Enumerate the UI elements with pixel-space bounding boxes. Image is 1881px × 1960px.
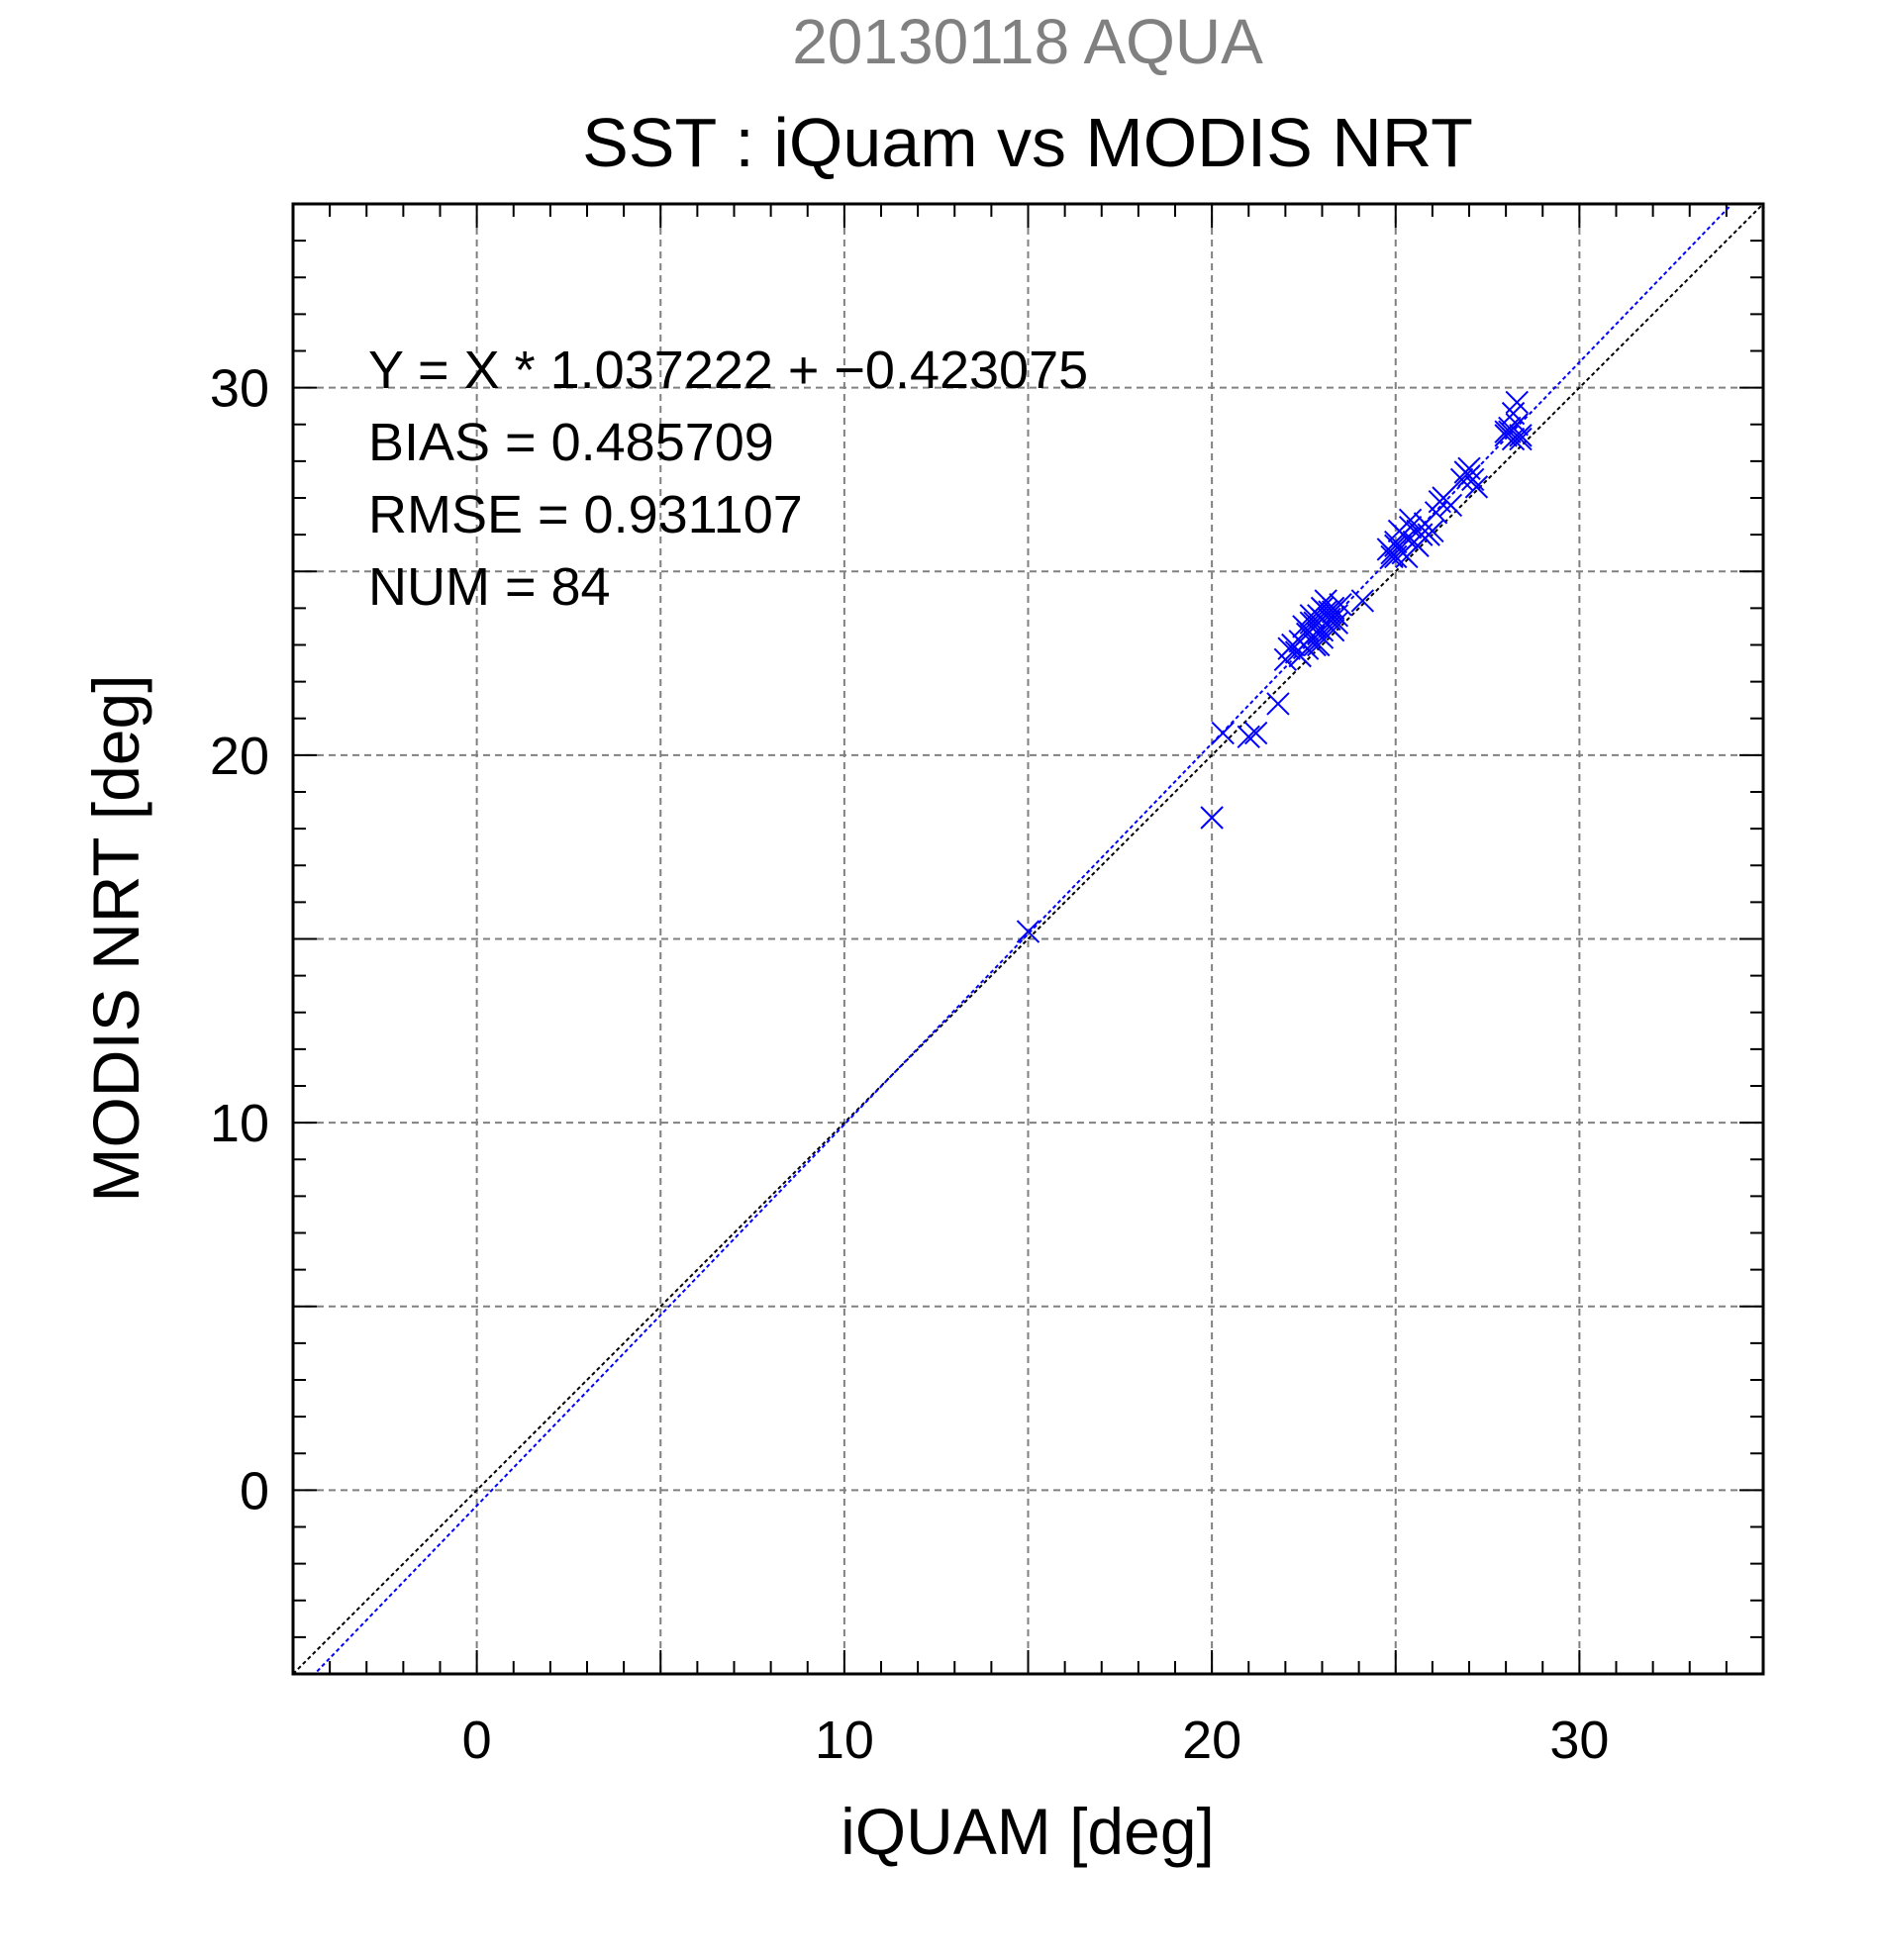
x-tick-label: 20 (1182, 1711, 1241, 1770)
y-tick-label: 0 (240, 1461, 269, 1520)
data-point (1438, 493, 1463, 518)
data-point (1398, 515, 1423, 539)
y-tick-label: 10 (210, 1094, 269, 1153)
identity-line (293, 204, 1763, 1674)
grid (293, 204, 1763, 1674)
data-point (1318, 607, 1341, 632)
data-point (1243, 721, 1268, 745)
data-point (1505, 390, 1529, 415)
x-tick-label: 10 (815, 1711, 874, 1770)
data-point (1494, 420, 1518, 443)
y-tick-label: 20 (210, 727, 269, 786)
y-tick-labels: 0 10 20 30 (210, 359, 269, 1521)
data-points (1016, 390, 1533, 943)
data-point (1509, 427, 1533, 451)
data-point (1288, 643, 1312, 668)
data-point (1303, 611, 1327, 635)
data-point (1398, 508, 1423, 532)
data-point (1457, 456, 1481, 481)
x-tick-labels: 0 10 20 30 (462, 1711, 1610, 1770)
data-point (1449, 467, 1474, 492)
stats-rmse: RMSE = 0.931107 (368, 485, 803, 544)
data-point (1380, 544, 1404, 569)
data-point (1321, 600, 1345, 624)
data-point (1266, 692, 1290, 716)
data-point (1310, 626, 1335, 649)
data-point (1350, 589, 1375, 613)
x-axis-label: iQUAM [deg] (841, 1795, 1215, 1868)
data-point (1237, 725, 1260, 749)
stats-bias: BIAS = 0.485709 (368, 413, 774, 472)
x-tick-label: 0 (462, 1711, 492, 1770)
chart-supertitle: 20130118 AQUA (792, 6, 1263, 77)
data-point (1307, 633, 1331, 657)
data-point (1464, 475, 1489, 499)
y-tick-label: 30 (210, 359, 269, 419)
data-point (1424, 501, 1448, 525)
data-point (1016, 920, 1040, 943)
reference-lines (293, 204, 1763, 1674)
data-point (1200, 806, 1224, 830)
x-tick-label: 30 (1549, 1711, 1609, 1770)
tick-marks (293, 204, 1763, 1674)
stats-fit: Y = X * 1.037222 + −0.423075 (368, 341, 1088, 400)
chart-title: SST : iQuam vs MODIS NRT (582, 104, 1473, 181)
data-point (1406, 519, 1430, 543)
data-point (1299, 604, 1324, 628)
plot-frame (291, 202, 1765, 1676)
data-point (1498, 420, 1522, 443)
y-axis-label: MODIS NRT [deg] (79, 674, 152, 1202)
stats-num: NUM = 84 (368, 557, 611, 617)
data-point (1211, 721, 1235, 745)
